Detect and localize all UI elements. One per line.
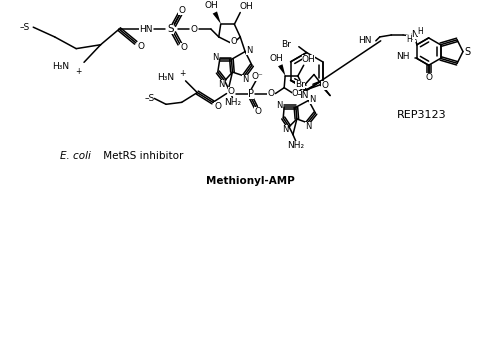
Text: O: O bbox=[254, 107, 262, 116]
Text: O⁻: O⁻ bbox=[252, 72, 264, 81]
Text: Br: Br bbox=[295, 80, 305, 89]
Text: N: N bbox=[218, 80, 225, 89]
Text: O: O bbox=[267, 89, 274, 98]
Text: O: O bbox=[178, 6, 185, 15]
Text: +: + bbox=[75, 66, 82, 76]
Text: N: N bbox=[282, 125, 288, 134]
Text: S: S bbox=[465, 47, 471, 57]
Text: O: O bbox=[425, 73, 432, 83]
Text: HN: HN bbox=[358, 36, 372, 45]
Text: O: O bbox=[228, 87, 235, 96]
Text: O: O bbox=[191, 25, 198, 34]
Text: E. coli: E. coli bbox=[60, 151, 90, 161]
Text: H: H bbox=[406, 35, 412, 44]
Text: OH: OH bbox=[270, 54, 283, 63]
Polygon shape bbox=[212, 12, 221, 24]
Text: –S: –S bbox=[144, 94, 154, 103]
Text: N: N bbox=[276, 101, 282, 110]
Text: OH: OH bbox=[302, 55, 316, 64]
Text: REP3123: REP3123 bbox=[396, 110, 446, 120]
Text: –S: –S bbox=[20, 23, 30, 32]
Text: N: N bbox=[310, 95, 316, 104]
Text: HN: HN bbox=[296, 90, 309, 100]
Text: NH: NH bbox=[396, 52, 410, 61]
Text: +: + bbox=[180, 69, 186, 77]
Text: H₃N: H₃N bbox=[52, 62, 70, 71]
Text: O: O bbox=[322, 80, 328, 90]
Text: H: H bbox=[417, 27, 422, 35]
Text: N: N bbox=[242, 75, 248, 84]
Text: O: O bbox=[137, 42, 144, 51]
Text: O: O bbox=[214, 102, 222, 111]
Text: O: O bbox=[180, 43, 187, 52]
Text: N: N bbox=[306, 122, 312, 131]
Text: H₃N: H₃N bbox=[156, 73, 174, 83]
Text: Methionyl-AMP: Methionyl-AMP bbox=[206, 176, 294, 187]
Text: NH₂: NH₂ bbox=[288, 141, 304, 150]
Text: MetRS inhibitor: MetRS inhibitor bbox=[100, 151, 183, 161]
Text: NH₂: NH₂ bbox=[224, 98, 241, 107]
Text: O: O bbox=[230, 37, 236, 46]
Text: O: O bbox=[292, 89, 298, 98]
Text: P: P bbox=[248, 89, 254, 99]
Text: N: N bbox=[246, 46, 252, 55]
Text: Br: Br bbox=[281, 40, 291, 49]
Polygon shape bbox=[278, 64, 285, 76]
Text: HN: HN bbox=[139, 25, 152, 34]
Text: H: H bbox=[410, 33, 416, 42]
Text: N: N bbox=[412, 30, 418, 40]
Text: N: N bbox=[212, 53, 218, 62]
Text: OH: OH bbox=[204, 1, 218, 10]
Text: OH: OH bbox=[239, 2, 253, 11]
Text: S: S bbox=[168, 24, 174, 34]
